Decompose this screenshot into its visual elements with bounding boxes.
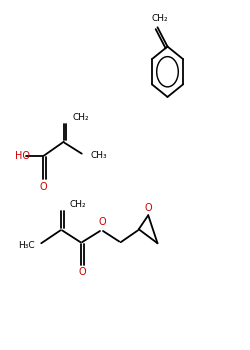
Text: CH₂: CH₂	[70, 200, 86, 209]
Text: H₃C: H₃C	[18, 240, 35, 250]
Text: HO: HO	[15, 151, 30, 161]
Text: CH₂: CH₂	[72, 113, 89, 122]
Text: CH₂: CH₂	[151, 14, 168, 23]
Text: O: O	[40, 182, 48, 192]
Text: O: O	[98, 217, 106, 227]
Text: CH₃: CH₃	[91, 151, 108, 160]
Text: O: O	[144, 203, 152, 212]
Text: O: O	[78, 267, 86, 277]
